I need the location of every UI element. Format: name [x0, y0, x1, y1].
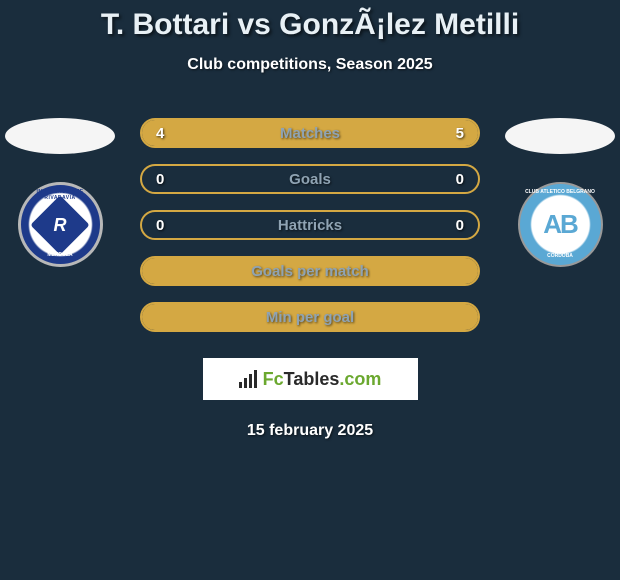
stat-label: Matches [280, 125, 340, 142]
stat-right-value: 0 [456, 171, 464, 188]
main-row: INDEPENDIENTE RIVADAVIA R MENDOZA 4 Matc… [0, 118, 620, 332]
comparison-widget: T. Bottari vs GonzÃ¡lez Metilli Club com… [0, 0, 620, 440]
brand-text: FcTables.com [263, 369, 382, 390]
stat-right-value: 0 [456, 217, 464, 234]
player-right-col: CLUB ATLETICO BELGRANO AB CORDOBA [500, 118, 620, 267]
stats-column: 4 Matches 5 0 Goals 0 0 Hattricks 0 Goal… [140, 118, 480, 332]
badge-right-mono: AB [543, 209, 577, 240]
badge-left-bottom-text: MENDOZA [47, 252, 72, 258]
bars-icon [239, 370, 257, 388]
stat-label: Min per goal [266, 309, 354, 326]
stat-row-gpm: Goals per match [140, 256, 480, 286]
stat-row-matches: 4 Matches 5 [140, 118, 480, 148]
stat-left-value: 4 [156, 125, 164, 142]
subtitle: Club competitions, Season 2025 [0, 56, 620, 74]
stat-left-value: 0 [156, 171, 164, 188]
club-badge-left: INDEPENDIENTE RIVADAVIA R MENDOZA [18, 182, 103, 267]
stat-label: Goals [289, 171, 331, 188]
stat-row-mpg: Min per goal [140, 302, 480, 332]
stat-label: Goals per match [251, 263, 369, 280]
player-left-face [5, 118, 115, 154]
club-badge-right: CLUB ATLETICO BELGRANO AB CORDOBA [518, 182, 603, 267]
stat-label: Hattricks [278, 217, 342, 234]
badge-left-shield: R [30, 195, 89, 254]
stat-row-goals: 0 Goals 0 [140, 164, 480, 194]
player-right-face [505, 118, 615, 154]
stat-left-value: 0 [156, 217, 164, 234]
page-title: T. Bottari vs GonzÃ¡lez Metilli [0, 8, 620, 42]
badge-right-bottom-text: CORDOBA [547, 253, 573, 259]
player-left-col: INDEPENDIENTE RIVADAVIA R MENDOZA [0, 118, 120, 267]
date-label: 15 february 2025 [0, 422, 620, 440]
badge-right-top-text: CLUB ATLETICO BELGRANO [525, 189, 595, 195]
stat-right-value: 5 [456, 125, 464, 142]
stat-row-hattricks: 0 Hattricks 0 [140, 210, 480, 240]
brand-box[interactable]: FcTables.com [203, 358, 418, 400]
